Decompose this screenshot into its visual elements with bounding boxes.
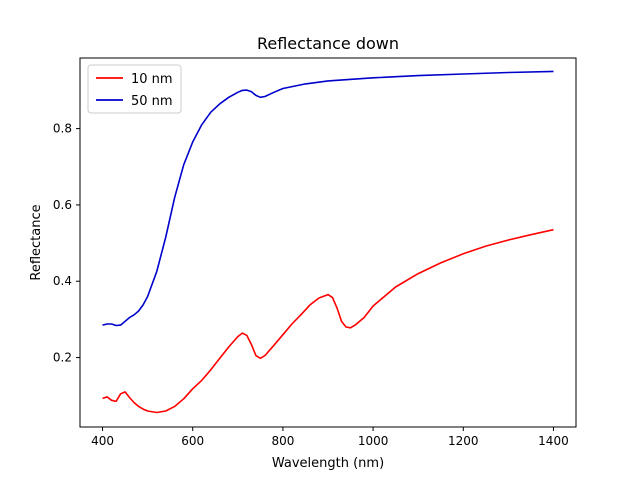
series-line-0 (102, 228, 554, 414)
legend-label-0: 10 nm (131, 72, 173, 87)
x-tick-label: 1000 (358, 434, 389, 448)
y-tick-label: 0.8 (53, 122, 72, 136)
y-tick-label: 0.2 (53, 351, 72, 365)
x-tick-label: 1400 (538, 434, 569, 448)
y-tick-label: 0.6 (53, 198, 72, 212)
x-axis: 400 600 800 1000 1200 1400 (91, 427, 569, 448)
plot-frame (79, 57, 577, 428)
series-line-1 (102, 70, 554, 327)
plot-area (79, 57, 577, 428)
x-tick-label: 400 (91, 434, 114, 448)
x-tick-label: 1200 (448, 434, 479, 448)
x-tick-label: 800 (271, 434, 294, 448)
legend: 10 nm 50 nm (87, 64, 182, 114)
y-tick-label: 0.4 (53, 274, 72, 288)
chart-title: Reflectance down (257, 34, 399, 53)
legend-box (87, 64, 182, 114)
x-tick-label: 600 (181, 434, 204, 448)
x-axis-label: Wavelength (nm) (272, 456, 384, 471)
y-axis: 0.2 0.4 0.6 0.8 (53, 122, 80, 365)
y-axis-label: Reflectance (29, 204, 44, 280)
legend-label-1: 50 nm (131, 94, 173, 109)
